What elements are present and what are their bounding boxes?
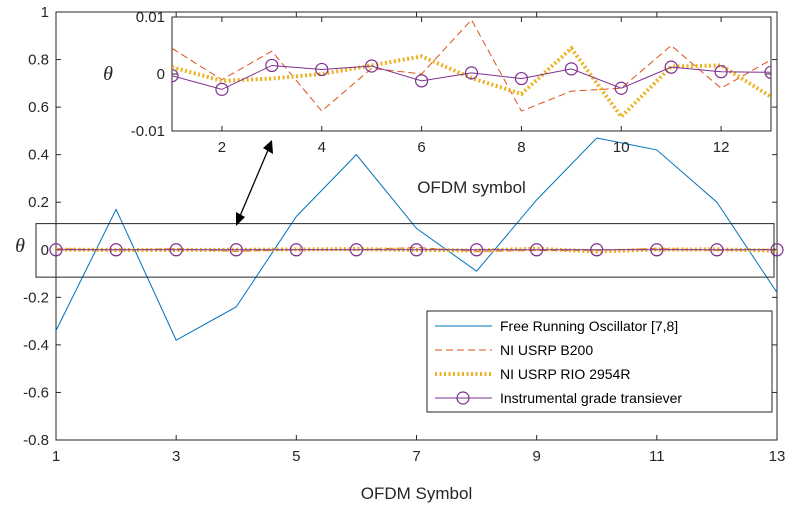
inset-series-line [172, 18, 771, 112]
zoom-arrow-head [263, 140, 273, 154]
inset-data-point [514, 71, 529, 86]
zoom-region-box [35, 223, 775, 278]
main-y-tick-label: 0.8 [28, 52, 49, 69]
inset-y-axis-label: θ [103, 63, 113, 85]
main-data-point [469, 243, 484, 257]
y-axis-label: θ [15, 235, 25, 257]
main-y-tick-label: 0 [41, 242, 49, 259]
main-x-tick-label: 13 [769, 448, 786, 465]
zoom-arrow-head [236, 212, 245, 226]
main-y-tick-label: -0.2 [23, 289, 49, 306]
zoom-arrow-line [239, 149, 269, 217]
inset-x-axis-label: OFDM symbol [417, 178, 526, 197]
main-x-tick-label: 9 [532, 448, 540, 465]
main-y-tick-label: -0.6 [23, 384, 49, 401]
inset-data-point [215, 82, 229, 96]
inset-data-point [664, 60, 678, 74]
main-y-tick-label: -0.8 [23, 432, 49, 449]
main-x-tick-label: 1 [52, 448, 60, 465]
inset-series-line [172, 64, 771, 90]
main-y-tick-label: -0.4 [23, 337, 49, 354]
main-y-tick-label: 0.4 [28, 147, 49, 164]
main-data-point [229, 243, 243, 257]
main-y-tick-label: 0.2 [28, 194, 49, 211]
x-axis-label: OFDM Symbol [361, 484, 472, 503]
main-data-point [409, 243, 424, 257]
main-series-group [49, 137, 784, 341]
inset-data-point [714, 65, 728, 79]
inset-data-point [414, 74, 429, 88]
inset-data-point [315, 62, 329, 77]
legend-label: NI USRP B200 [500, 342, 593, 358]
main-data-point [650, 243, 664, 257]
legend-box [426, 310, 773, 413]
inset-x-tick-label: 10 [613, 139, 630, 156]
main-data-point [49, 243, 63, 257]
inset-data-point [614, 81, 628, 95]
inset-x-tick-label: 12 [713, 139, 730, 156]
main-y-tick-label: 1 [41, 4, 49, 21]
inset-x-tick-label: 6 [417, 139, 425, 156]
inset-x-tick-label: 2 [218, 139, 226, 156]
inset-series-group [172, 18, 771, 120]
inset-data-point [564, 62, 578, 76]
inset-y-tick-label: 0.01 [136, 9, 165, 26]
legend-label: Free Running Oscillator [7,8] [500, 318, 678, 334]
main-data-point [349, 243, 364, 257]
main-x-tick-label: 3 [172, 448, 180, 465]
inset-data-point [365, 59, 379, 73]
legend-label: Instrumental grade transiever [500, 390, 682, 406]
inset-plot-area [171, 16, 772, 132]
main-x-tick-label: 11 [649, 448, 665, 465]
inset-data-point [265, 58, 279, 73]
inset-y-tick-label: 0 [157, 66, 165, 83]
main-x-tick-label: 7 [412, 448, 420, 465]
main-data-point [530, 243, 544, 257]
inset-y-tick-label: -0.01 [131, 123, 165, 140]
legend-label: NI USRP RIO 2954R [500, 366, 630, 382]
main-data-point [169, 243, 183, 257]
inset-data-point [464, 66, 479, 80]
main-data-point [590, 243, 604, 257]
main-data-point [770, 243, 784, 257]
inset-series-line [172, 45, 771, 120]
main-data-point [109, 243, 123, 257]
inset-data-point [764, 65, 771, 79]
main-data-point [289, 243, 303, 257]
main-x-tick-label: 5 [292, 448, 300, 465]
main-y-tick-label: 0.6 [28, 99, 49, 116]
legend-marker [456, 391, 470, 405]
main-data-point [710, 243, 724, 257]
inset-x-tick-label: 8 [517, 139, 525, 156]
inset-data-point [172, 69, 179, 83]
inset-x-tick-label: 4 [318, 139, 326, 156]
legend: Free Running Oscillator [7,8] NI USRP B20… [426, 310, 773, 413]
main-series-line [55, 137, 778, 341]
